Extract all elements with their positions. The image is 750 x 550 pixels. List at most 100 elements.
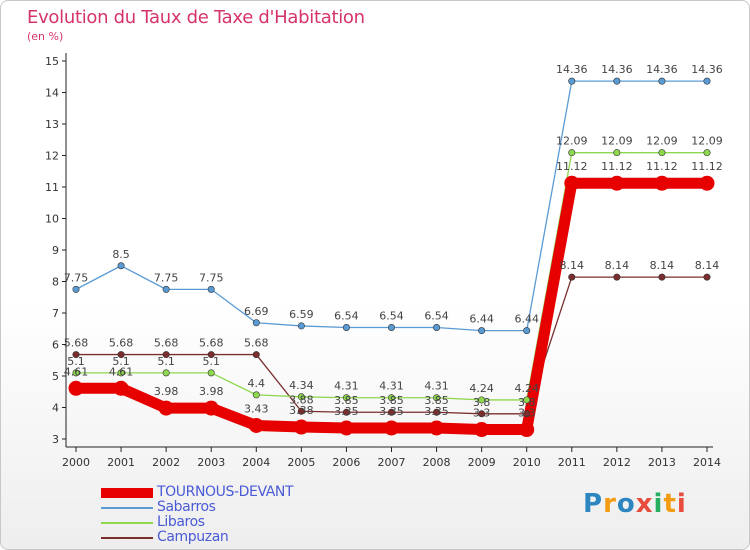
- data-point: [523, 396, 531, 404]
- data-point: [523, 410, 531, 418]
- data-point: [613, 273, 621, 281]
- data-label: 5.68: [154, 337, 179, 350]
- data-label: 3.98: [199, 385, 224, 398]
- x-tick-label: 2000: [62, 456, 90, 469]
- data-label: 3.3: [473, 407, 491, 420]
- data-point: [117, 351, 125, 359]
- data-label: 3.85: [379, 394, 404, 407]
- y-tick-label: 15: [45, 55, 59, 68]
- legend-label: Libaros: [157, 514, 205, 530]
- data-point: [433, 394, 441, 402]
- data-point: [658, 149, 666, 157]
- x-tick-label: 2004: [242, 456, 270, 469]
- series-line: [75, 80, 707, 332]
- y-tick-label: 13: [45, 118, 59, 131]
- legend-label: Sabarros: [157, 499, 216, 515]
- y-tick-label: 4: [52, 402, 59, 415]
- y-tick-label: 3: [52, 433, 59, 446]
- data-point: [207, 285, 215, 293]
- data-point: [342, 394, 350, 402]
- data-point: [478, 327, 486, 335]
- data-point: [252, 351, 260, 359]
- data-label: 6.54: [334, 309, 359, 322]
- data-point: [113, 380, 129, 396]
- data-label: 14.36: [691, 63, 723, 76]
- data-point: [568, 77, 576, 85]
- data-point: [72, 369, 80, 377]
- logo-letter: t: [663, 489, 677, 519]
- data-point: [433, 323, 441, 331]
- logo-letter: o: [616, 489, 636, 519]
- y-tick-label: 6: [52, 339, 59, 352]
- data-point: [162, 351, 170, 359]
- y-tick-label: 8: [52, 276, 59, 289]
- data-label: 5.68: [64, 337, 89, 350]
- data-label: 7.75: [154, 271, 179, 284]
- legend-swatch: [101, 522, 153, 524]
- data-point: [117, 262, 125, 270]
- data-point: [474, 422, 490, 438]
- data-label: 8.14: [695, 259, 720, 272]
- data-point: [162, 369, 170, 377]
- data-point: [297, 393, 305, 401]
- data-labels: 7.75 8.5 7.75 7.75 6.69 6.59 6.54 6.54 6.54 6.44 6…: [64, 63, 723, 419]
- legend-swatch: [101, 537, 153, 539]
- y-tick-label: 11: [45, 181, 59, 194]
- data-point: [158, 400, 174, 416]
- x-tick-label: 2008: [423, 456, 451, 469]
- data-label: 3.35: [424, 405, 449, 418]
- data-label: 5.1: [202, 355, 220, 368]
- data-point: [252, 391, 260, 399]
- data-label: 5.68: [199, 337, 224, 350]
- data-label: 4.31: [379, 380, 404, 393]
- data-point: [207, 351, 215, 359]
- x-tick-label: 2002: [152, 456, 180, 469]
- data-point: [429, 420, 445, 436]
- data-point: [342, 408, 350, 416]
- data-label: 3.3: [518, 407, 536, 420]
- data-label: 6.54: [379, 309, 404, 322]
- data-label: 3.85: [424, 394, 449, 407]
- data-point: [203, 400, 219, 416]
- data-label: 6.44: [469, 313, 494, 326]
- data-label: 3.8: [518, 396, 536, 409]
- x-tick-label: 2011: [558, 456, 586, 469]
- y-tick-label: 9: [52, 244, 59, 257]
- data-label: 7.75: [64, 271, 89, 284]
- data-label: 12.09: [646, 135, 678, 148]
- data-label: 11.12: [601, 160, 633, 173]
- logo-letter: i: [676, 489, 687, 519]
- logo-letter: x: [635, 489, 654, 519]
- legend-swatch: [101, 507, 153, 509]
- data-label: 11.12: [556, 160, 588, 173]
- chart-axes: 3 4 5 6 7 8 9 10 11 12 13 14 15 2000 2001 2002 2003 2004 2…: [45, 53, 721, 469]
- data-point: [613, 149, 621, 157]
- logo-letter: P: [583, 489, 604, 519]
- data-point: [72, 285, 80, 293]
- data-point: [703, 273, 711, 281]
- chart-subtitle: (en %): [27, 30, 64, 43]
- data-label: 8.14: [560, 259, 585, 272]
- x-tick-label: 2013: [648, 456, 676, 469]
- data-point: [293, 419, 309, 435]
- x-tick-label: 2005: [287, 456, 315, 469]
- data-label: 4.31: [334, 380, 359, 393]
- data-point: [342, 323, 350, 331]
- data-label: 5.1: [112, 355, 130, 368]
- data-point: [613, 77, 621, 85]
- data-point: [478, 410, 486, 418]
- data-label: 8.14: [605, 259, 630, 272]
- x-tick-label: 2006: [332, 456, 360, 469]
- data-label: 3.98: [154, 385, 179, 398]
- data-label: 3.43: [244, 402, 269, 415]
- data-point: [338, 420, 354, 436]
- data-point: [387, 408, 395, 416]
- data-point: [297, 407, 305, 415]
- data-label: 12.09: [691, 135, 723, 148]
- data-label: 11.12: [691, 160, 723, 173]
- data-point: [658, 273, 666, 281]
- x-tick-label: 2007: [378, 456, 406, 469]
- data-label: 12.09: [556, 135, 588, 148]
